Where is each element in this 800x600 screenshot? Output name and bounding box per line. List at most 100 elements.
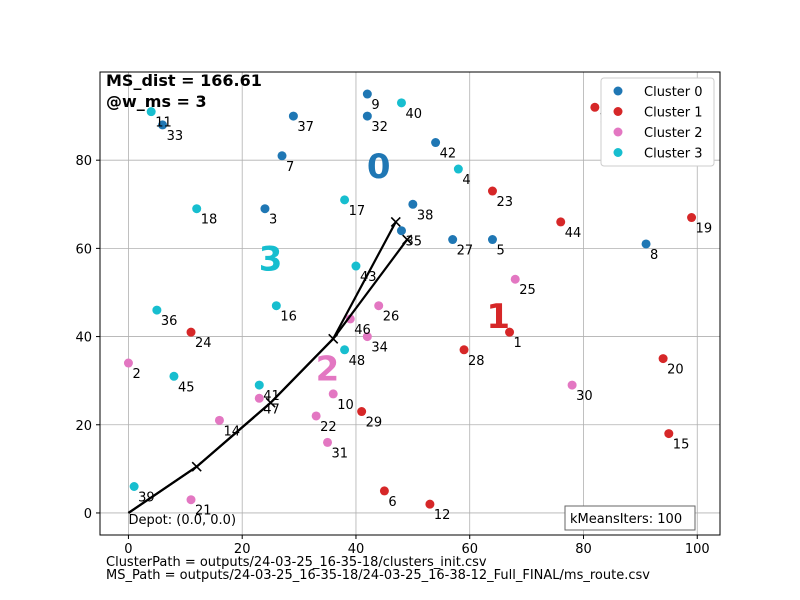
point-id-label: 16 [280,310,297,325]
route-stop-marker [191,461,202,472]
point-id-label: 26 [383,310,400,325]
cluster-centroid-label: 3 [259,239,283,279]
legend-marker [613,86,623,96]
data-point [123,358,133,368]
data-point [425,499,435,509]
y-tick-label: 80 [75,154,92,169]
y-tick-label: 40 [75,331,92,346]
y-tick-label: 0 [84,507,92,522]
point-id-label: 40 [405,107,422,122]
point-id-label: 20 [667,363,684,378]
point-id-label: 32 [371,120,388,135]
point-id-label: 9 [371,98,379,113]
point-id-label: 27 [457,244,474,259]
data-point [345,314,355,324]
data-point [408,199,418,209]
legend-label: Cluster 1 [644,106,703,121]
data-point [510,274,520,284]
point-id-label: 31 [332,446,349,461]
axes-frame [99,71,721,536]
point-id-label: 38 [417,208,434,223]
data-point [129,481,139,491]
point-id-label: 15 [673,438,690,453]
point-id-label: 46 [354,323,371,338]
y-tick-label: 60 [75,242,92,257]
data-point [641,239,651,249]
point-id-label: 45 [178,380,195,395]
point-id-label: 48 [349,354,366,369]
cluster-centroid-label: 2 [316,350,340,390]
legend-marker [613,148,623,157]
data-point [323,437,333,447]
route-stop-marker [402,234,413,245]
legend-label: Cluster 0 [644,85,703,100]
point-id-label: 17 [349,204,366,219]
x-tick-label: 60 [461,542,478,557]
x-tick-label: 80 [575,542,592,557]
point-id-label: 36 [161,314,178,329]
point-id-label: 5 [496,244,504,259]
kmeans-iters-label: kMeansIters: 100 [570,512,682,527]
data-point [362,111,372,121]
kmeans-iters-box [564,505,696,531]
data-point [254,380,264,390]
point-id-label: 25 [519,283,536,298]
point-id-label: 2 [132,367,140,382]
data-point [186,327,196,337]
legend-label: Cluster 2 [644,126,703,141]
data-point [328,389,338,399]
data-point [277,151,287,161]
data-point [340,345,350,355]
point-id-label: 29 [366,416,383,431]
data-point [658,354,668,364]
point-id-label: 35 [405,235,422,250]
x-tick-label: 100 [685,542,710,557]
x-tick-label: 0 [124,542,132,557]
point-id-label: 42 [440,147,457,162]
legend-marker [613,107,623,116]
y-tick-label: 20 [75,419,92,434]
data-point [169,371,179,381]
point-id-label: 28 [468,354,485,369]
point-id-label: 33 [167,129,184,144]
point-id-label: 14 [223,424,240,439]
data-point [340,195,350,205]
point-id-label: 21 [195,504,212,519]
data-point [186,495,196,505]
data-point [152,305,162,315]
data-point [260,204,270,214]
ms-path-caption: MS_Path = outputs/24-03-25_16-35-18/24-0… [106,568,650,583]
data-point [687,213,697,223]
data-point [146,107,156,117]
data-point [567,380,577,390]
data-point [214,415,224,425]
point-id-label: 7 [286,160,294,175]
point-id-label: 24 [195,336,212,351]
data-point [311,411,321,421]
x-tick-label: 40 [348,542,365,557]
point-id-label: 23 [496,195,513,210]
point-id-label: 37 [297,120,314,135]
point-id-label: 3 [269,213,277,228]
cluster-centroid-label: 0 [367,147,391,187]
route-stop-marker [265,397,276,408]
cluster-centroid-label: 1 [486,297,510,337]
data-point [459,345,469,355]
legend-label: Cluster 3 [644,147,703,162]
depot-label: Depot: (0.0, 0.0) [128,513,236,528]
point-id-label: 6 [388,495,396,510]
data-point [664,429,674,439]
data-point [590,102,600,112]
data-point [487,235,497,245]
data-point [271,301,281,311]
route-stop-marker [328,333,339,344]
point-id-label: 22 [320,420,337,435]
point-id-label: 19 [696,222,713,237]
data-point [431,138,441,148]
point-id-label: 30 [576,389,593,404]
data-point [487,186,497,196]
point-id-label: 18 [201,213,218,228]
data-point [396,98,406,108]
data-point [453,164,463,174]
